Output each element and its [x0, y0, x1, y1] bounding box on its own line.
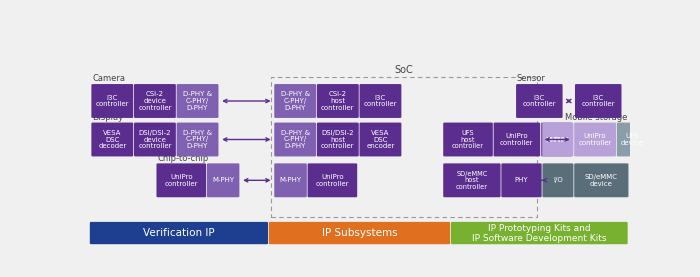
Text: I3C
controller: I3C controller — [95, 95, 129, 107]
FancyBboxPatch shape — [269, 222, 450, 244]
FancyBboxPatch shape — [542, 163, 573, 197]
Text: SD/eMMC
device: SD/eMMC device — [584, 174, 618, 187]
FancyBboxPatch shape — [360, 84, 401, 118]
Text: Verification IP: Verification IP — [143, 228, 215, 238]
FancyBboxPatch shape — [501, 163, 542, 197]
Text: UniPro
controller: UniPro controller — [164, 174, 198, 187]
Text: IP Subsystems: IP Subsystems — [322, 228, 398, 238]
FancyBboxPatch shape — [134, 84, 176, 118]
Text: M-PHY: M-PHY — [547, 137, 569, 142]
FancyBboxPatch shape — [317, 84, 358, 118]
FancyBboxPatch shape — [617, 122, 648, 157]
FancyBboxPatch shape — [176, 84, 218, 118]
Text: SoC: SoC — [395, 65, 414, 75]
FancyBboxPatch shape — [575, 84, 622, 118]
Text: D-PHY &
C-PHY/
D-PHY: D-PHY & C-PHY/ D-PHY — [183, 130, 212, 149]
FancyBboxPatch shape — [157, 163, 206, 197]
FancyBboxPatch shape — [541, 122, 572, 157]
Text: SD/eMMC
host
controller: SD/eMMC host controller — [456, 171, 488, 190]
Text: UniPro
controller: UniPro controller — [500, 133, 533, 146]
FancyBboxPatch shape — [274, 163, 307, 197]
Text: Mobile storage: Mobile storage — [564, 113, 627, 122]
Text: I3C
controller: I3C controller — [523, 95, 556, 107]
Text: M-PHY: M-PHY — [279, 177, 302, 183]
Text: IP Prototyping Kits and
IP Software Development Kits: IP Prototyping Kits and IP Software Deve… — [472, 224, 607, 243]
FancyBboxPatch shape — [92, 84, 133, 118]
Text: Camera: Camera — [92, 74, 125, 83]
FancyBboxPatch shape — [90, 222, 268, 244]
FancyBboxPatch shape — [92, 122, 133, 157]
Text: PHY: PHY — [514, 177, 528, 183]
Text: VESA
DSC
encoder: VESA DSC encoder — [366, 130, 395, 149]
FancyBboxPatch shape — [542, 122, 573, 157]
FancyBboxPatch shape — [574, 163, 629, 197]
FancyBboxPatch shape — [274, 84, 316, 118]
Bar — [271, 77, 537, 217]
FancyBboxPatch shape — [307, 163, 357, 197]
FancyBboxPatch shape — [207, 163, 239, 197]
FancyBboxPatch shape — [176, 122, 218, 157]
Text: VESA
DSC
decoder: VESA DSC decoder — [98, 130, 127, 149]
Text: UniPro
controller: UniPro controller — [316, 174, 349, 187]
Text: I3C
controller: I3C controller — [582, 95, 615, 107]
Text: CSI-2
host
controller: CSI-2 host controller — [321, 91, 355, 111]
Text: Display: Display — [92, 113, 123, 122]
Text: UFS
device: UFS device — [621, 133, 644, 146]
Text: D-PHY &
C-PHY/
D-PHY: D-PHY & C-PHY/ D-PHY — [183, 91, 212, 111]
Text: CSI-2
device
controller: CSI-2 device controller — [138, 91, 172, 111]
Text: Chip-to-chip: Chip-to-chip — [158, 154, 209, 163]
FancyBboxPatch shape — [443, 122, 493, 157]
FancyBboxPatch shape — [134, 122, 176, 157]
FancyBboxPatch shape — [516, 84, 563, 118]
Text: UniPro
controller: UniPro controller — [578, 133, 612, 146]
Text: Sensor: Sensor — [516, 74, 545, 83]
FancyBboxPatch shape — [317, 122, 358, 157]
Text: I3C
controller: I3C controller — [364, 95, 397, 107]
Text: DSI/DSI-2
device
controller: DSI/DSI-2 device controller — [138, 130, 172, 149]
Text: D-PHY &
C-PHY/
D-PHY: D-PHY & C-PHY/ D-PHY — [281, 130, 310, 149]
Text: UFS
host
controller: UFS host controller — [452, 130, 484, 149]
FancyBboxPatch shape — [494, 122, 540, 157]
Text: M-PHY: M-PHY — [212, 177, 234, 183]
FancyBboxPatch shape — [360, 122, 401, 157]
Text: M-PHY: M-PHY — [545, 137, 568, 142]
Text: DSI/DSI-2
host
controller: DSI/DSI-2 host controller — [321, 130, 355, 149]
FancyBboxPatch shape — [451, 222, 628, 244]
FancyBboxPatch shape — [574, 122, 616, 157]
FancyBboxPatch shape — [443, 163, 500, 197]
Text: D-PHY &
C-PHY/
D-PHY: D-PHY & C-PHY/ D-PHY — [281, 91, 310, 111]
FancyBboxPatch shape — [274, 122, 316, 157]
Text: I/O: I/O — [553, 177, 563, 183]
